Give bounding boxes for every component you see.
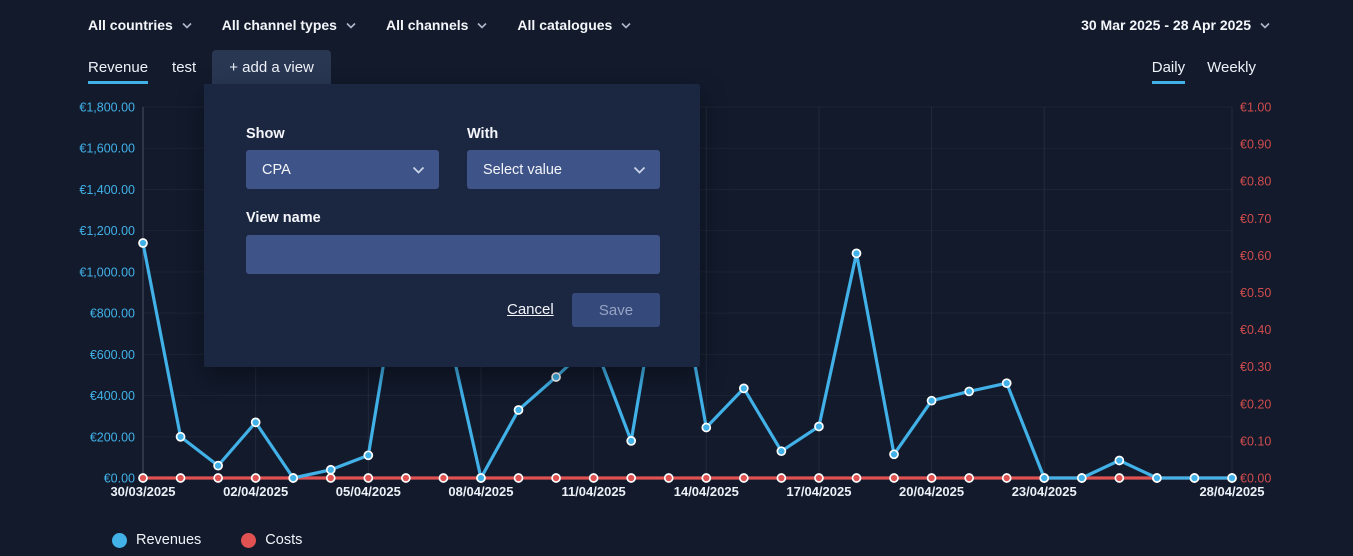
- cancel-button[interactable]: Cancel: [507, 301, 554, 318]
- active-tab-underline: [1151, 81, 1186, 84]
- svg-text:€1,800.00: €1,800.00: [79, 101, 135, 115]
- chart-legend: Revenues Costs: [112, 532, 302, 548]
- svg-text:€0.20: €0.20: [1240, 397, 1271, 411]
- legend-item-costs[interactable]: Costs: [241, 532, 302, 548]
- tab-revenue[interactable]: Revenue: [88, 50, 149, 84]
- filters-group: All countries All channel types All chan…: [88, 0, 631, 50]
- svg-text:€1,600.00: €1,600.00: [79, 142, 135, 156]
- revenues-series-dot-icon: [112, 532, 127, 548]
- chevron-down-icon: [477, 16, 487, 34]
- svg-text:€200.00: €200.00: [90, 430, 135, 444]
- view-tabs: Revenue test + add a view: [88, 50, 331, 84]
- svg-text:€0.00: €0.00: [1240, 472, 1271, 486]
- svg-text:30/03/2025: 30/03/2025: [110, 484, 175, 499]
- svg-text:€0.00: €0.00: [104, 472, 135, 486]
- legend-item-revenues[interactable]: Revenues: [112, 532, 201, 548]
- show-select-value: CPA: [262, 161, 291, 178]
- svg-text:28/04/2025: 28/04/2025: [1199, 484, 1264, 499]
- filter-catalogues-label: All catalogues: [517, 17, 613, 33]
- chevron-down-icon: [621, 16, 631, 34]
- svg-text:20/04/2025: 20/04/2025: [899, 484, 964, 499]
- svg-text:11/04/2025: 11/04/2025: [561, 484, 625, 499]
- view-name-field-label: View name: [246, 210, 321, 226]
- svg-text:17/04/2025: 17/04/2025: [786, 484, 851, 499]
- date-range-picker[interactable]: 30 Mar 2025 - 28 Apr 2025: [1081, 0, 1270, 50]
- svg-text:14/04/2025: 14/04/2025: [674, 484, 739, 499]
- tab-weekly-label: Weekly: [1207, 58, 1256, 76]
- filter-channel-types[interactable]: All channel types: [222, 16, 356, 34]
- filter-catalogues[interactable]: All catalogues: [517, 16, 631, 34]
- costs-series-dot-icon: [241, 532, 257, 548]
- svg-text:€0.40: €0.40: [1240, 323, 1271, 337]
- svg-text:€0.10: €0.10: [1240, 434, 1271, 448]
- svg-text:€0.70: €0.70: [1240, 212, 1271, 226]
- tab-add-a-view[interactable]: + add a view: [212, 50, 331, 84]
- tab-daily[interactable]: Daily: [1151, 50, 1186, 84]
- tab-weekly[interactable]: Weekly: [1207, 50, 1256, 84]
- svg-text:€1.00: €1.00: [1240, 101, 1271, 115]
- tab-test[interactable]: test: [172, 50, 196, 84]
- tab-test-label: test: [172, 58, 197, 76]
- chevron-down-icon: [182, 16, 192, 34]
- svg-text:€400.00: €400.00: [90, 389, 135, 403]
- chevron-down-icon: [1260, 16, 1270, 34]
- svg-text:€600.00: €600.00: [90, 348, 135, 362]
- legend-revenues-label: Revenues: [136, 532, 202, 548]
- svg-text:€0.50: €0.50: [1240, 286, 1271, 300]
- svg-text:€0.90: €0.90: [1240, 138, 1271, 152]
- add-view-popup: Show CPA With Select value View name Can…: [204, 84, 700, 367]
- svg-text:23/04/2025: 23/04/2025: [1012, 484, 1077, 499]
- save-button[interactable]: Save: [572, 293, 660, 327]
- with-select[interactable]: Select value: [467, 150, 660, 189]
- filter-channels-label: All channels: [385, 17, 469, 33]
- tab-revenue-label: Revenue: [88, 58, 149, 76]
- filter-channels[interactable]: All channels: [386, 16, 487, 34]
- date-range-label: 30 Mar 2025 - 28 Apr 2025: [1081, 17, 1251, 33]
- filter-countries[interactable]: All countries: [88, 16, 192, 34]
- legend-costs-label: Costs: [265, 532, 303, 548]
- svg-text:05/04/2025: 05/04/2025: [336, 484, 401, 499]
- filter-channel-types-label: All channel types: [221, 17, 337, 33]
- chevron-down-icon: [346, 16, 356, 34]
- svg-text:€0.80: €0.80: [1240, 175, 1271, 189]
- svg-text:€0.60: €0.60: [1240, 249, 1271, 263]
- with-field-label: With: [467, 126, 499, 142]
- with-select-value: Select value: [483, 161, 562, 178]
- svg-text:€1,000.00: €1,000.00: [79, 265, 135, 279]
- tabs-row: Revenue test + add a view Daily Weekly: [0, 50, 1353, 84]
- show-select[interactable]: CPA: [246, 150, 439, 189]
- filter-countries-label: All countries: [88, 17, 173, 33]
- svg-text:€1,400.00: €1,400.00: [79, 183, 135, 197]
- chevron-down-icon: [412, 162, 425, 178]
- svg-text:08/04/2025: 08/04/2025: [448, 484, 513, 499]
- svg-text:02/04/2025: 02/04/2025: [223, 484, 288, 499]
- svg-text:€800.00: €800.00: [90, 307, 135, 321]
- svg-text:€0.30: €0.30: [1240, 360, 1271, 374]
- svg-text:€1,200.00: €1,200.00: [79, 224, 135, 238]
- tab-add-a-view-label: + add a view: [229, 58, 314, 76]
- top-filter-bar: All countries All channel types All chan…: [0, 0, 1353, 50]
- chevron-down-icon: [633, 162, 646, 178]
- view-name-input[interactable]: [246, 235, 660, 274]
- tab-daily-label: Daily: [1151, 58, 1186, 76]
- active-tab-underline: [88, 81, 149, 84]
- show-field-label: Show: [246, 126, 285, 142]
- granularity-tabs: Daily Weekly: [1151, 50, 1256, 84]
